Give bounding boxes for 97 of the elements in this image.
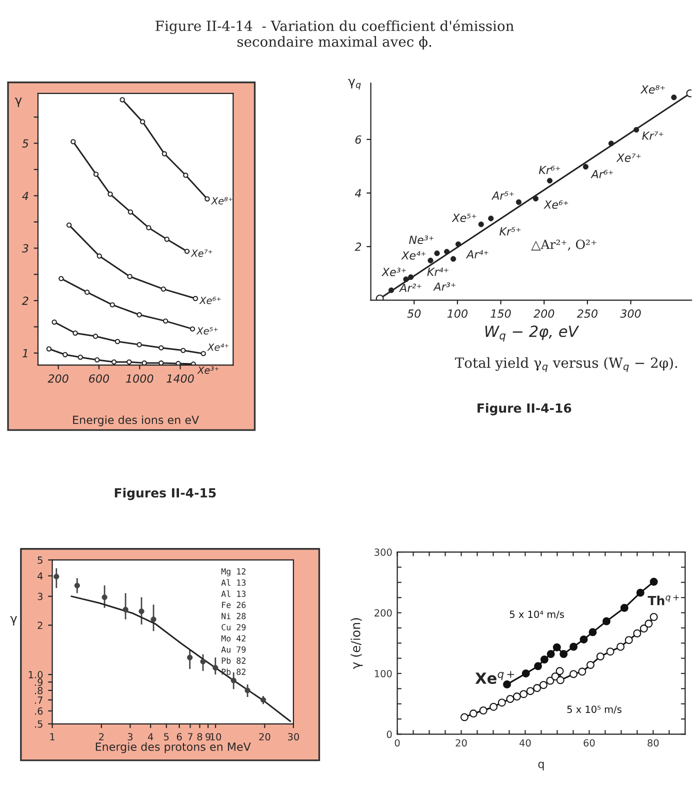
annotation: Kr⁶⁺ xyxy=(538,166,560,174)
x-tick-label: 60 xyxy=(584,739,595,747)
y-tick-label: 1.0 xyxy=(28,671,43,678)
annotation: Ar²⁺ xyxy=(398,284,422,292)
y-tick-label: 200 xyxy=(374,609,392,617)
annotation: Au 79 xyxy=(221,646,246,653)
annotation: Pb 82 xyxy=(222,668,246,675)
y-tick-label: .8 xyxy=(35,686,43,694)
x-tick-label: 100 xyxy=(447,309,468,318)
x-tick-label: 30 xyxy=(288,733,299,740)
x-axis-title: Energie des ions en eV xyxy=(73,415,200,426)
text: Total yield γ$_{q}$ versus (W$_{q}$ − 2φ). xyxy=(454,357,678,372)
annotation: Mg 12 xyxy=(221,568,246,576)
x-tick-label: 200 xyxy=(48,374,68,383)
y-axis-title: γ$_{q}$ xyxy=(348,78,361,90)
annotation: Kr⁴⁺ xyxy=(427,268,448,276)
y-tick-label: .5 xyxy=(35,720,42,728)
y-tick-label: 5 xyxy=(38,556,42,564)
annotation: Xe⁸⁺ xyxy=(640,85,665,94)
annotation: Kr⁷⁺ xyxy=(642,132,664,140)
y-tick-label: 4 xyxy=(22,192,28,200)
y-axis-title: γ xyxy=(10,616,18,626)
annotation: Mo 42 xyxy=(221,635,246,642)
x-tick-label: 0 xyxy=(394,739,400,747)
x-tick-label: 300 xyxy=(620,309,641,318)
x-tick-label: 10 xyxy=(210,733,222,740)
annotation: Cu 29 xyxy=(222,624,246,630)
annotation: Pb 82 xyxy=(222,657,246,664)
y-tick-label: 6 xyxy=(355,135,362,144)
x-tick-label: 600 xyxy=(89,374,110,383)
annotation: Xe⁴⁺ xyxy=(401,251,426,260)
y-tick-label: 4 xyxy=(354,189,361,198)
series-label: Xe⁶⁺ xyxy=(199,296,221,304)
y-tick-label: .9 xyxy=(35,678,43,686)
text: Figure II-4-16 xyxy=(478,403,572,416)
x-axis-title: q xyxy=(538,762,544,770)
text: 5 x 10⁵ m/s xyxy=(567,706,622,714)
annotation: Xe³⁺ xyxy=(381,268,406,276)
x-tick-label: 4 xyxy=(148,733,154,740)
x-tick-label: 40 xyxy=(520,739,531,747)
x-tick-label: 9 xyxy=(206,733,210,740)
x-tick-label: 80 xyxy=(648,739,659,747)
annotation: Al 13 xyxy=(221,579,246,586)
series-label: Xe⁴⁺ xyxy=(207,344,229,351)
annotation: Ne³⁺ xyxy=(409,236,434,244)
y-tick-label: 100 xyxy=(374,670,392,678)
annotation: Ar⁴⁺ xyxy=(466,250,488,258)
x-tick-label: 6 xyxy=(176,733,182,740)
annotation: Xe⁷⁺ xyxy=(616,154,641,162)
x-tick-label: 250 xyxy=(576,309,598,318)
annotation: Ar⁶⁺ xyxy=(590,170,614,178)
y-tick-label: 2 xyxy=(22,296,28,305)
x-tick-label: 8 xyxy=(197,733,202,740)
series-label: Xe⁸⁺ xyxy=(210,197,232,204)
y-tick-label: 4 xyxy=(38,572,43,580)
annotation: Ni 28 xyxy=(222,612,246,620)
y-tick-label: .7 xyxy=(35,696,42,704)
x-tick-label: 3 xyxy=(128,733,132,740)
annotation: Ar³⁺ xyxy=(433,282,456,291)
x-axis-title: Energie des protons en MeV xyxy=(96,742,251,754)
x-tick-label: 50 xyxy=(407,309,421,318)
y-tick-label: 5 xyxy=(22,139,28,148)
y-tick-label: 1 xyxy=(22,349,28,358)
x-tick-label: 200 xyxy=(534,309,554,318)
y-tick-label: .6 xyxy=(35,707,43,715)
x-tick-label: 20 xyxy=(259,733,270,740)
x-tick-label: 150 xyxy=(490,309,511,318)
annotation: Xe⁶⁺ xyxy=(544,200,568,209)
annotation: Ar⁵⁺ xyxy=(491,191,514,200)
y-tick-label: 3 xyxy=(22,244,28,253)
annotation: Al 13 xyxy=(221,590,246,597)
x-tick-label: 1400 xyxy=(166,374,194,383)
y-tick-label: 3 xyxy=(38,592,42,600)
x-axis-title: W$_{q}$ − 2φ, eV xyxy=(485,326,580,342)
series-label: Xe³⁺ xyxy=(197,366,219,374)
y-tick-label: 300 xyxy=(374,548,392,556)
series-label: Xe⁷⁺ xyxy=(190,250,212,257)
y-tick-label: 2 xyxy=(354,242,362,251)
y-tick-label: 2 xyxy=(38,622,42,629)
text: 5 x 10⁴ m/s xyxy=(510,610,564,619)
annotation: △Ar²⁺, O²⁺ xyxy=(531,240,596,251)
annotation: Xe$^{q+}$ xyxy=(475,671,514,684)
x-tick-label: 7 xyxy=(188,733,193,740)
text: Figures II-4-15 xyxy=(114,488,216,500)
x-tick-label: 20 xyxy=(456,739,467,747)
series-label: Xe⁵⁺ xyxy=(196,327,218,335)
x-tick-label: 2 xyxy=(99,733,104,740)
x-tick-label: 5 xyxy=(164,733,169,740)
x-tick-label: 1 xyxy=(50,733,54,740)
annotation: Fe 26 xyxy=(222,602,246,608)
y-axis-title: γ xyxy=(14,98,22,108)
annotation: Th$^{q+}$ xyxy=(648,594,679,606)
y-axis-title: γ (e/ion) xyxy=(350,618,363,669)
annotation: Xe⁵⁺ xyxy=(452,214,476,222)
text: Figure II-4-14 - Variation du coefficient d'émission secondaire maximal avec ϕ. xyxy=(156,20,514,50)
annotation: Kr⁵⁺ xyxy=(500,227,521,236)
x-tick-label: 1000 xyxy=(126,374,154,383)
